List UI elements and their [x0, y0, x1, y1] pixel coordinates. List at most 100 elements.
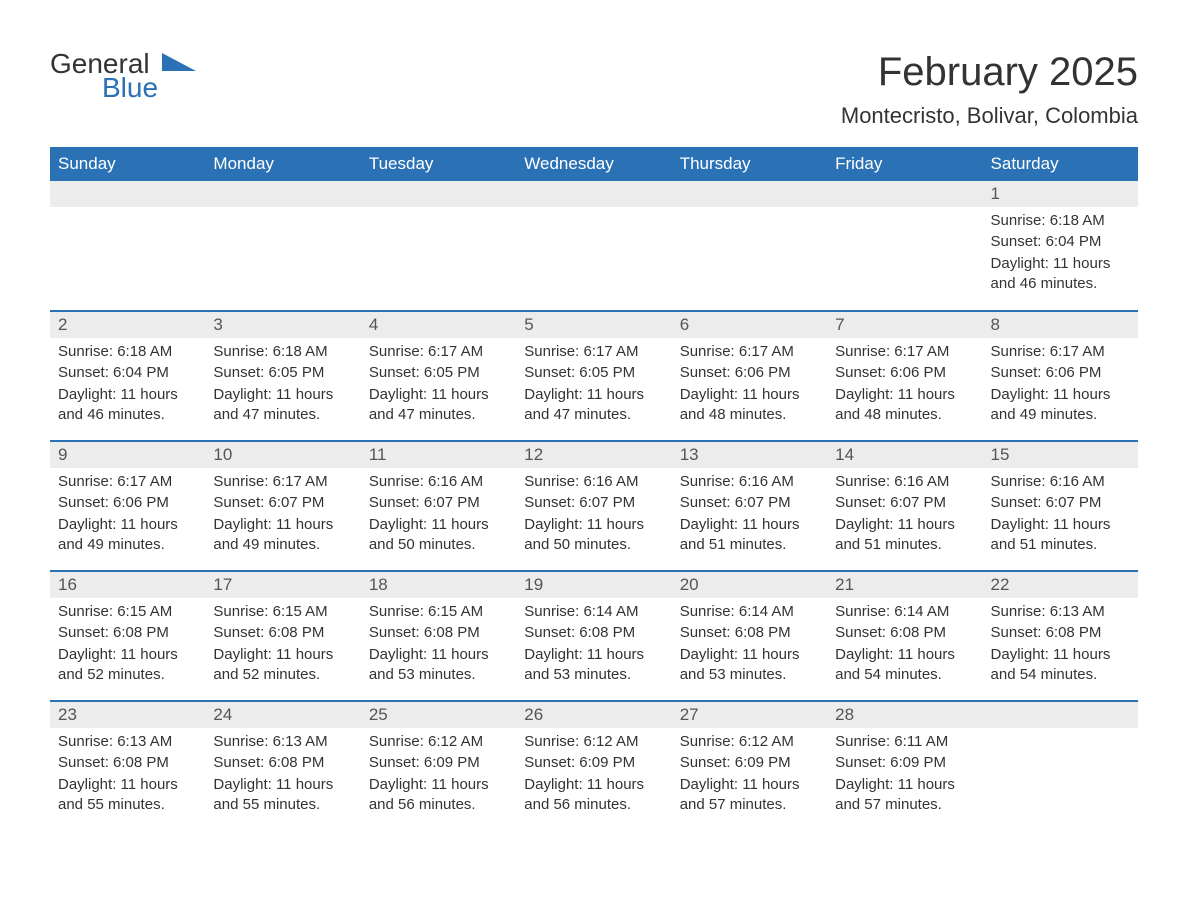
calendar-cell: 20Sunrise: 6:14 AMSunset: 6:08 PMDayligh…	[672, 571, 827, 701]
calendar-cell	[361, 181, 516, 311]
location-text: Montecristo, Bolivar, Colombia	[841, 103, 1138, 129]
day-details	[361, 207, 516, 221]
calendar-cell: 1Sunrise: 6:18 AMSunset: 6:04 PMDaylight…	[983, 181, 1138, 311]
day-number	[983, 702, 1138, 728]
logo-flag-icon	[162, 53, 196, 79]
sunset-line: Sunset: 6:08 PM	[369, 623, 508, 643]
title-block: February 2025 Montecristo, Bolivar, Colo…	[841, 50, 1138, 129]
day-number: 22	[983, 572, 1138, 598]
sunset-line: Sunset: 6:07 PM	[213, 493, 352, 513]
daylight-line: Daylight: 11 hours and 53 minutes.	[680, 645, 819, 686]
daylight-line: Daylight: 11 hours and 51 minutes.	[991, 515, 1130, 556]
day-details: Sunrise: 6:15 AMSunset: 6:08 PMDaylight:…	[361, 598, 516, 696]
day-details	[516, 207, 671, 221]
calendar-cell	[983, 701, 1138, 831]
day-details	[672, 207, 827, 221]
calendar-cell: 11Sunrise: 6:16 AMSunset: 6:07 PMDayligh…	[361, 441, 516, 571]
day-details: Sunrise: 6:17 AMSunset: 6:05 PMDaylight:…	[516, 338, 671, 436]
sunset-line: Sunset: 6:05 PM	[369, 363, 508, 383]
calendar-cell: 25Sunrise: 6:12 AMSunset: 6:09 PMDayligh…	[361, 701, 516, 831]
day-details: Sunrise: 6:14 AMSunset: 6:08 PMDaylight:…	[672, 598, 827, 696]
daylight-line: Daylight: 11 hours and 56 minutes.	[524, 775, 663, 816]
calendar-cell: 12Sunrise: 6:16 AMSunset: 6:07 PMDayligh…	[516, 441, 671, 571]
day-details: Sunrise: 6:17 AMSunset: 6:06 PMDaylight:…	[50, 468, 205, 566]
calendar-cell: 27Sunrise: 6:12 AMSunset: 6:09 PMDayligh…	[672, 701, 827, 831]
sunset-line: Sunset: 6:08 PM	[835, 623, 974, 643]
daylight-line: Daylight: 11 hours and 47 minutes.	[369, 385, 508, 426]
sunset-line: Sunset: 6:08 PM	[991, 623, 1130, 643]
sunset-line: Sunset: 6:09 PM	[524, 753, 663, 773]
daylight-line: Daylight: 11 hours and 54 minutes.	[991, 645, 1130, 686]
month-title: February 2025	[841, 50, 1138, 95]
sunrise-line: Sunrise: 6:16 AM	[991, 472, 1130, 492]
day-number: 16	[50, 572, 205, 598]
sunset-line: Sunset: 6:08 PM	[58, 753, 197, 773]
sunrise-line: Sunrise: 6:17 AM	[680, 342, 819, 362]
calendar-week: 23Sunrise: 6:13 AMSunset: 6:08 PMDayligh…	[50, 701, 1138, 831]
day-details: Sunrise: 6:15 AMSunset: 6:08 PMDaylight:…	[205, 598, 360, 696]
sunrise-line: Sunrise: 6:18 AM	[213, 342, 352, 362]
sunset-line: Sunset: 6:08 PM	[213, 753, 352, 773]
sunset-line: Sunset: 6:09 PM	[680, 753, 819, 773]
daylight-line: Daylight: 11 hours and 50 minutes.	[524, 515, 663, 556]
day-number	[50, 181, 205, 207]
daylight-line: Daylight: 11 hours and 47 minutes.	[213, 385, 352, 426]
day-details: Sunrise: 6:18 AMSunset: 6:05 PMDaylight:…	[205, 338, 360, 436]
sunset-line: Sunset: 6:08 PM	[58, 623, 197, 643]
calendar-cell: 22Sunrise: 6:13 AMSunset: 6:08 PMDayligh…	[983, 571, 1138, 701]
calendar-cell: 19Sunrise: 6:14 AMSunset: 6:08 PMDayligh…	[516, 571, 671, 701]
day-number: 14	[827, 442, 982, 468]
day-details	[205, 207, 360, 221]
day-details: Sunrise: 6:15 AMSunset: 6:08 PMDaylight:…	[50, 598, 205, 696]
daylight-line: Daylight: 11 hours and 49 minutes.	[213, 515, 352, 556]
sunrise-line: Sunrise: 6:17 AM	[58, 472, 197, 492]
sunrise-line: Sunrise: 6:17 AM	[213, 472, 352, 492]
calendar-cell: 10Sunrise: 6:17 AMSunset: 6:07 PMDayligh…	[205, 441, 360, 571]
calendar-cell	[516, 181, 671, 311]
daylight-line: Daylight: 11 hours and 47 minutes.	[524, 385, 663, 426]
sunrise-line: Sunrise: 6:11 AM	[835, 732, 974, 752]
day-number: 8	[983, 312, 1138, 338]
sunrise-line: Sunrise: 6:17 AM	[835, 342, 974, 362]
sunset-line: Sunset: 6:07 PM	[369, 493, 508, 513]
daylight-line: Daylight: 11 hours and 55 minutes.	[213, 775, 352, 816]
sunset-line: Sunset: 6:06 PM	[991, 363, 1130, 383]
sunrise-line: Sunrise: 6:18 AM	[991, 211, 1130, 231]
sunset-line: Sunset: 6:08 PM	[524, 623, 663, 643]
day-number: 5	[516, 312, 671, 338]
day-details	[50, 207, 205, 221]
sunrise-line: Sunrise: 6:17 AM	[991, 342, 1130, 362]
daylight-line: Daylight: 11 hours and 54 minutes.	[835, 645, 974, 686]
day-number: 1	[983, 181, 1138, 207]
sunrise-line: Sunrise: 6:14 AM	[835, 602, 974, 622]
day-number: 4	[361, 312, 516, 338]
calendar-cell: 2Sunrise: 6:18 AMSunset: 6:04 PMDaylight…	[50, 311, 205, 441]
sunrise-line: Sunrise: 6:18 AM	[58, 342, 197, 362]
calendar-cell: 3Sunrise: 6:18 AMSunset: 6:05 PMDaylight…	[205, 311, 360, 441]
calendar-week: 16Sunrise: 6:15 AMSunset: 6:08 PMDayligh…	[50, 571, 1138, 701]
sunrise-line: Sunrise: 6:12 AM	[369, 732, 508, 752]
sunrise-line: Sunrise: 6:16 AM	[835, 472, 974, 492]
sunrise-line: Sunrise: 6:13 AM	[58, 732, 197, 752]
day-details: Sunrise: 6:17 AMSunset: 6:07 PMDaylight:…	[205, 468, 360, 566]
day-details: Sunrise: 6:13 AMSunset: 6:08 PMDaylight:…	[50, 728, 205, 826]
day-details: Sunrise: 6:18 AMSunset: 6:04 PMDaylight:…	[50, 338, 205, 436]
day-details: Sunrise: 6:17 AMSunset: 6:06 PMDaylight:…	[983, 338, 1138, 436]
day-details: Sunrise: 6:17 AMSunset: 6:06 PMDaylight:…	[672, 338, 827, 436]
calendar-cell: 6Sunrise: 6:17 AMSunset: 6:06 PMDaylight…	[672, 311, 827, 441]
calendar-cell: 23Sunrise: 6:13 AMSunset: 6:08 PMDayligh…	[50, 701, 205, 831]
day-number	[361, 181, 516, 207]
weekday-row: SundayMondayTuesdayWednesdayThursdayFrid…	[50, 147, 1138, 181]
calendar-week: 1Sunrise: 6:18 AMSunset: 6:04 PMDaylight…	[50, 181, 1138, 311]
calendar-cell: 7Sunrise: 6:17 AMSunset: 6:06 PMDaylight…	[827, 311, 982, 441]
calendar-cell: 21Sunrise: 6:14 AMSunset: 6:08 PMDayligh…	[827, 571, 982, 701]
sunset-line: Sunset: 6:05 PM	[213, 363, 352, 383]
weekday-header: Monday	[205, 147, 360, 181]
weekday-header: Wednesday	[516, 147, 671, 181]
day-number: 27	[672, 702, 827, 728]
day-number: 6	[672, 312, 827, 338]
daylight-line: Daylight: 11 hours and 56 minutes.	[369, 775, 508, 816]
sunset-line: Sunset: 6:04 PM	[991, 232, 1130, 252]
daylight-line: Daylight: 11 hours and 49 minutes.	[991, 385, 1130, 426]
day-number: 17	[205, 572, 360, 598]
